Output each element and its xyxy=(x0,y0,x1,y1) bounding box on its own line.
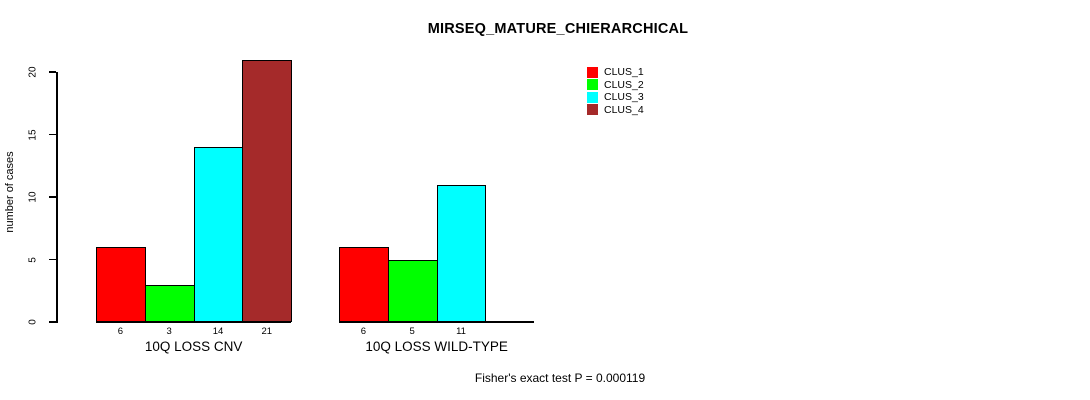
legend-item-clus_3: CLUS_3 xyxy=(587,91,644,104)
bar-value-label: 6 xyxy=(360,326,367,337)
bar-value-label: 14 xyxy=(212,326,224,337)
bar-clus_3-1 xyxy=(193,147,244,322)
y-axis-tick xyxy=(48,196,56,198)
legend-item-clus_1: CLUS_1 xyxy=(587,66,644,79)
group-baseline xyxy=(96,321,292,323)
bar-value-label: 5 xyxy=(409,326,415,337)
bar-value-label: 6 xyxy=(117,326,124,337)
bar-clus_2-2 xyxy=(387,259,438,322)
y-axis-tick-label: 20 xyxy=(27,66,39,78)
bar-clus_1-2 xyxy=(339,247,389,322)
legend-label: CLUS_1 xyxy=(604,66,644,79)
bar-value-label: 11 xyxy=(456,326,466,337)
footer-annotation: Fisher's exact test P = 0.000119 xyxy=(474,371,646,385)
bar-clus_1-1 xyxy=(96,247,146,322)
legend-label: CLUS_4 xyxy=(604,103,644,116)
x-axis-group-label: 10Q LOSS WILD-TYPE xyxy=(365,339,508,354)
bar-value-label: 21 xyxy=(261,326,273,337)
legend-label: CLUS_3 xyxy=(604,91,644,104)
y-axis-tick-label: 5 xyxy=(27,256,39,263)
bar-clus_4-1 xyxy=(242,59,293,322)
y-axis-tick xyxy=(48,71,56,73)
group-baseline xyxy=(339,321,535,323)
y-axis-tick-label: 0 xyxy=(27,319,39,325)
y-axis-label: number of cases xyxy=(4,151,16,233)
legend: CLUS_1 CLUS_2 CLUS_3 CLUS_4 xyxy=(587,66,644,116)
y-axis-tick xyxy=(48,321,56,323)
chart-title: MIRSEQ_MATURE_CHIERARCHICAL xyxy=(427,21,689,37)
bar-clus_3-2 xyxy=(436,184,487,322)
y-axis-line xyxy=(56,72,58,323)
bar-clus_2-1 xyxy=(144,284,195,322)
y-axis-tick xyxy=(48,133,56,136)
legend-swatch-icon xyxy=(587,104,598,116)
legend-swatch-icon xyxy=(587,66,598,78)
legend-swatch-icon xyxy=(587,79,598,91)
y-axis-tick-label: 10 xyxy=(27,191,39,203)
y-axis-tick-label: 15 xyxy=(27,128,39,141)
legend-label: CLUS_2 xyxy=(604,78,644,91)
legend-swatch-icon xyxy=(587,91,598,103)
bar-value-label: 3 xyxy=(166,326,172,337)
y-axis-tick xyxy=(48,258,56,261)
x-axis-group-label: 10Q LOSS CNV xyxy=(144,339,243,354)
legend-item-clus_2: CLUS_2 xyxy=(587,79,644,92)
legend-item-clus_4: CLUS_4 xyxy=(587,104,644,117)
